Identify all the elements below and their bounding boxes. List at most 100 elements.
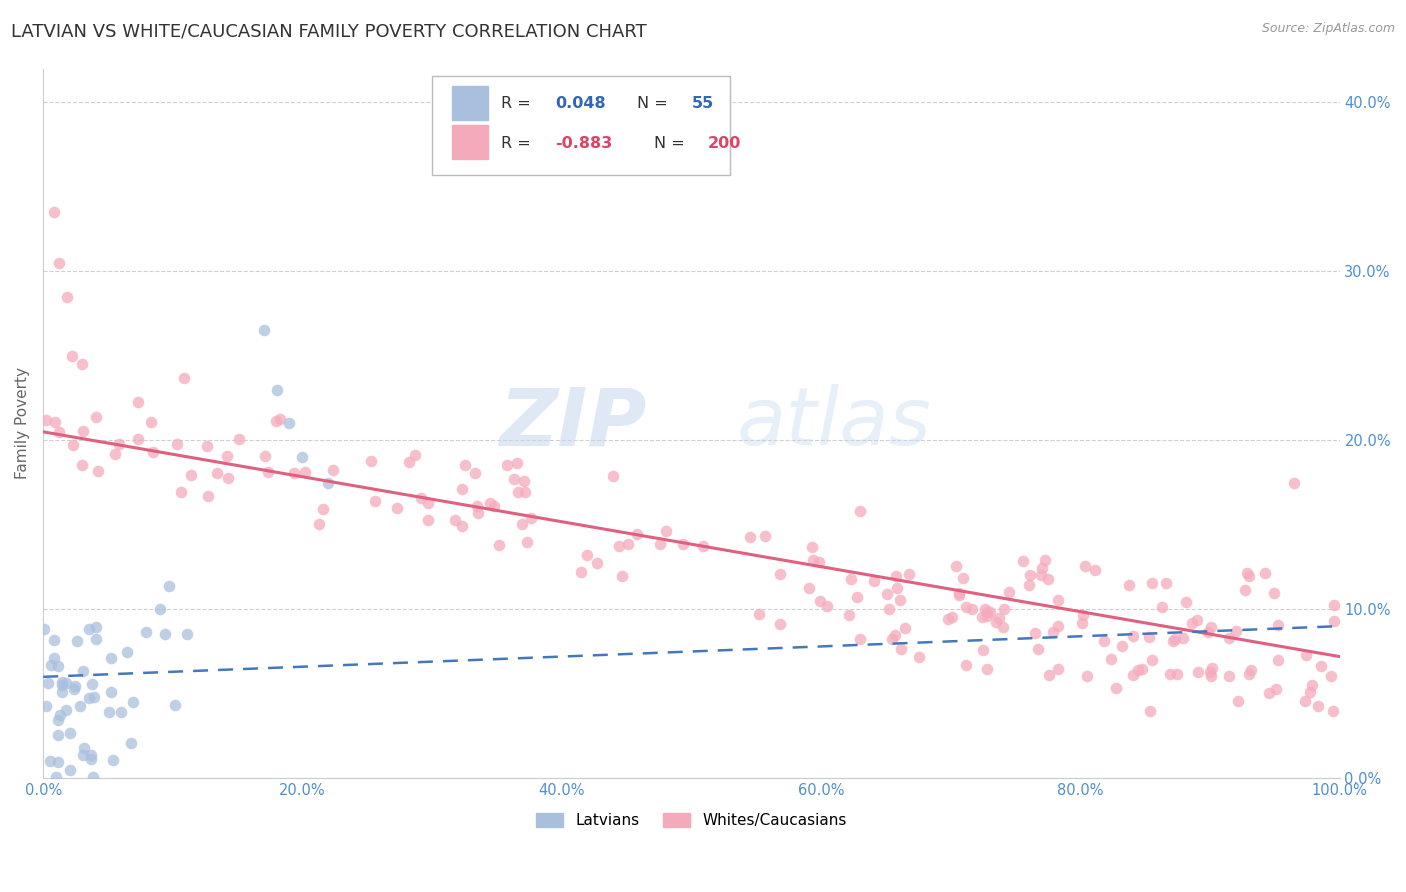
Point xyxy=(1161,634,1184,648)
Point xyxy=(607,539,630,553)
Point xyxy=(948,588,970,602)
Point xyxy=(1164,632,1187,647)
Point xyxy=(294,466,316,480)
Text: LATVIAN VS WHITE/CAUCASIAN FAMILY POVERTY CORRELATION CHART: LATVIAN VS WHITE/CAUCASIAN FAMILY POVERT… xyxy=(11,22,647,40)
Point xyxy=(602,468,624,483)
Point xyxy=(32,622,55,636)
Point xyxy=(80,752,103,766)
Point xyxy=(1267,617,1289,632)
Text: N =: N = xyxy=(654,136,689,151)
Point xyxy=(55,676,77,690)
Point xyxy=(215,450,238,464)
Text: N =: N = xyxy=(637,95,673,111)
Point xyxy=(1239,569,1261,583)
Point xyxy=(908,649,931,664)
Point xyxy=(945,559,967,574)
Point xyxy=(960,601,983,615)
Point xyxy=(1171,631,1194,645)
Point xyxy=(976,662,998,676)
Point xyxy=(283,466,305,480)
Point xyxy=(797,581,820,595)
Text: R =: R = xyxy=(501,95,536,111)
Y-axis label: Family Poverty: Family Poverty xyxy=(15,368,30,479)
Point xyxy=(815,599,838,613)
Point xyxy=(1074,558,1097,573)
Point xyxy=(318,475,340,490)
Point xyxy=(163,698,186,713)
Point xyxy=(1126,663,1149,677)
Point xyxy=(1011,554,1033,568)
Point xyxy=(1036,572,1059,586)
Point xyxy=(195,438,218,452)
Point xyxy=(103,447,125,461)
Point xyxy=(46,713,69,727)
Legend: Latvians, Whites/Caucasians: Latvians, Whites/Caucasians xyxy=(530,807,853,834)
Point xyxy=(70,357,93,371)
Point xyxy=(972,643,994,657)
Point xyxy=(77,622,100,636)
Point xyxy=(1111,640,1133,654)
Point xyxy=(1031,560,1053,574)
Point xyxy=(59,725,82,739)
Point xyxy=(1201,660,1223,674)
Point xyxy=(1137,630,1160,644)
Point xyxy=(308,516,330,531)
Point xyxy=(398,455,420,469)
Point xyxy=(404,448,426,462)
Point xyxy=(769,617,792,632)
Point xyxy=(1122,629,1144,643)
Point xyxy=(738,530,761,544)
Point xyxy=(363,494,385,508)
Point xyxy=(72,425,94,439)
Point xyxy=(877,602,900,616)
Point xyxy=(807,555,830,569)
Point xyxy=(987,611,1010,625)
Point xyxy=(42,205,65,219)
Point xyxy=(1234,582,1257,597)
Point xyxy=(464,466,486,480)
Point xyxy=(1310,659,1333,673)
Point xyxy=(254,449,277,463)
Point xyxy=(849,504,872,518)
Point xyxy=(180,468,202,483)
Point xyxy=(72,741,94,756)
Point xyxy=(252,323,274,337)
Point xyxy=(70,458,93,472)
Point xyxy=(60,349,83,363)
Point xyxy=(108,437,131,451)
Point xyxy=(100,685,122,699)
Point xyxy=(1042,625,1064,640)
Point xyxy=(976,609,998,624)
Point xyxy=(889,592,911,607)
Point xyxy=(46,755,69,769)
Point xyxy=(256,465,278,479)
Point xyxy=(176,626,198,640)
Point xyxy=(228,432,250,446)
Point xyxy=(1199,620,1222,634)
Point xyxy=(1031,568,1053,582)
Point xyxy=(1139,704,1161,718)
Point xyxy=(59,763,82,777)
Point xyxy=(478,496,501,510)
Point xyxy=(110,705,132,719)
Point xyxy=(516,535,538,549)
Point xyxy=(839,572,862,586)
Point xyxy=(1218,631,1240,645)
Point xyxy=(1197,624,1219,639)
Point xyxy=(974,602,997,616)
Point xyxy=(890,642,912,657)
Point xyxy=(84,620,107,634)
Point xyxy=(1181,615,1204,630)
Point xyxy=(586,557,609,571)
Point xyxy=(451,483,474,497)
Point xyxy=(1306,698,1329,713)
Point xyxy=(626,527,648,541)
Text: atlas: atlas xyxy=(737,384,932,462)
Text: ZIP: ZIP xyxy=(499,384,645,462)
Point xyxy=(1026,642,1049,657)
Point xyxy=(503,472,526,486)
Point xyxy=(488,538,510,552)
Point xyxy=(35,699,58,714)
Point xyxy=(882,632,904,646)
Point xyxy=(101,753,124,767)
